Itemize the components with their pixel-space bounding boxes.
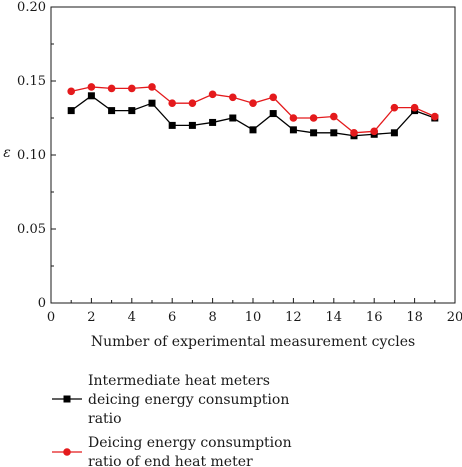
data-point xyxy=(410,103,419,112)
plot-frame xyxy=(50,6,456,304)
data-point xyxy=(208,90,217,99)
data-point xyxy=(67,87,75,96)
legend: Intermediate heat meters deicing energy c… xyxy=(52,373,292,467)
x-tick-label: 20 xyxy=(447,310,462,325)
data-point xyxy=(107,84,116,93)
legend-entry-1: Intermediate heat meters deicing energy c… xyxy=(52,373,289,427)
series-1 xyxy=(67,92,439,140)
x-tick-label: 4 xyxy=(128,310,136,325)
y-tick-label: 0 xyxy=(38,296,46,311)
legend-label: ratio xyxy=(88,411,122,427)
data-point xyxy=(229,114,237,122)
series-layer xyxy=(67,83,439,140)
data-point xyxy=(330,112,338,121)
data-point xyxy=(310,129,318,137)
x-tick-label: 16 xyxy=(366,310,383,325)
x-tick-label: 8 xyxy=(208,310,216,325)
data-point xyxy=(431,112,439,121)
data-point xyxy=(148,99,156,107)
data-point xyxy=(87,83,96,91)
y-tick-label: 0.10 xyxy=(17,148,46,163)
data-point xyxy=(390,129,398,137)
data-point xyxy=(370,127,379,136)
data-point xyxy=(188,99,197,107)
y-tick-label: 0.15 xyxy=(17,74,46,89)
data-point xyxy=(289,114,298,122)
legend-marker xyxy=(63,448,71,456)
x-tick-label: 12 xyxy=(285,310,302,325)
legend-label: Deicing energy consumption xyxy=(88,435,292,451)
data-point xyxy=(249,126,257,134)
y-tick-label: 0.20 xyxy=(17,0,46,15)
legend-label: deicing energy consumption xyxy=(88,392,289,408)
x-axis-title: Number of experimental measurement cycle… xyxy=(91,334,415,350)
y-axis-ticks: 0 0.05 0.10 0.15 0.20 xyxy=(17,0,56,311)
data-point xyxy=(289,126,297,134)
data-point xyxy=(108,107,116,115)
x-tick-label: 10 xyxy=(245,310,262,325)
data-point xyxy=(87,92,95,100)
x-tick-label: 0 xyxy=(47,310,55,325)
data-point xyxy=(269,93,278,102)
legend-label: Intermediate heat meters xyxy=(88,373,270,389)
data-point xyxy=(168,121,176,129)
series-line xyxy=(71,86,436,134)
y-axis-title: ε xyxy=(3,145,11,161)
data-point xyxy=(128,107,136,115)
data-point xyxy=(67,107,75,115)
data-point xyxy=(168,99,176,107)
data-point xyxy=(350,129,358,137)
data-point xyxy=(209,118,217,126)
data-point xyxy=(229,93,237,102)
data-point xyxy=(269,110,277,118)
data-point xyxy=(128,84,136,93)
x-tick-label: 14 xyxy=(326,310,343,325)
legend-marker xyxy=(63,395,71,403)
legend-entry-2: Deicing energy consumption ratio of end h… xyxy=(52,435,292,467)
data-point xyxy=(330,129,338,137)
data-point xyxy=(249,99,257,107)
x-tick-label: 6 xyxy=(168,310,176,325)
y-tick-label: 0.05 xyxy=(17,222,46,237)
x-tick-label: 18 xyxy=(406,310,423,325)
data-point xyxy=(148,83,156,91)
data-point xyxy=(390,103,399,112)
legend-label: ratio of end heat meter xyxy=(88,454,253,467)
data-point xyxy=(188,121,196,129)
data-point xyxy=(309,114,318,122)
x-tick-label: 2 xyxy=(87,310,95,325)
series-2 xyxy=(67,83,439,137)
x-axis-ticks: 0 2 4 6 8 10 12 14 16 18 20 xyxy=(47,298,462,325)
